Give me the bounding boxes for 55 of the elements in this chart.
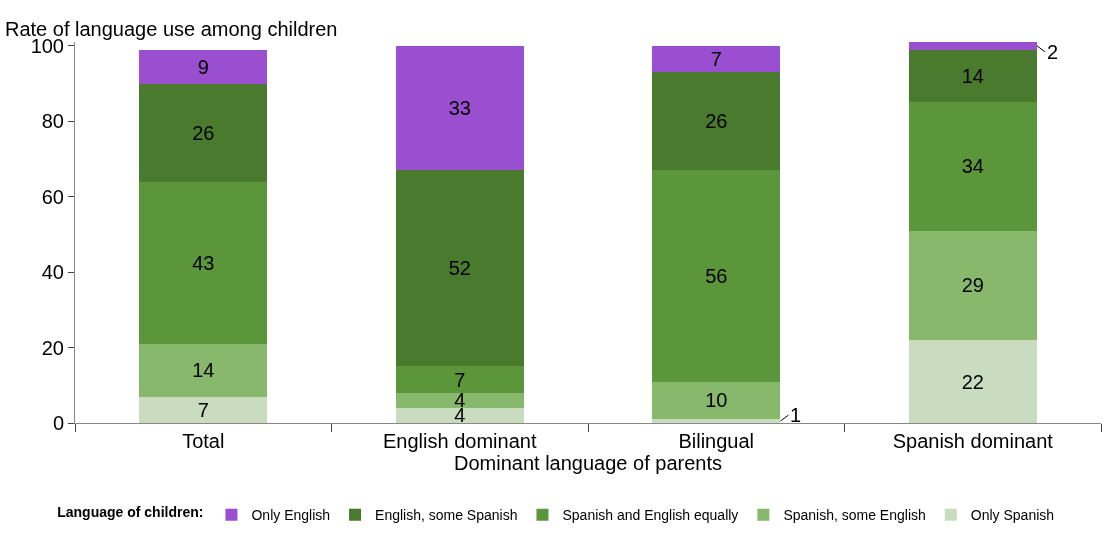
bar [395, 45, 524, 171]
y-axis-title: Rate of language use among children [5, 18, 338, 40]
data-label: 14 [192, 359, 215, 382]
bar [395, 366, 524, 393]
bar [652, 419, 781, 423]
bar [908, 340, 1037, 423]
y-tick-label: 60 [41, 185, 64, 208]
data-label: 26 [705, 110, 728, 133]
data-label: 7 [197, 398, 209, 421]
legend-title: Language of children: [57, 504, 204, 521]
x-tick-label: Total [182, 430, 225, 452]
legend-label: Spanish and English equally [562, 507, 739, 524]
legend-label: Only English [251, 507, 331, 524]
bar [908, 49, 1037, 103]
bar [652, 45, 781, 73]
x-tick-label: English dominant [383, 430, 537, 452]
bar [908, 102, 1037, 231]
data-label: 2 [1047, 41, 1059, 63]
y-tick-label: 0 [52, 412, 64, 434]
x-tick-label: Bilingual [678, 430, 755, 452]
data-label: 34 [961, 155, 984, 178]
bar [139, 49, 268, 84]
bar [652, 381, 781, 420]
bar [139, 83, 268, 182]
data-label: 33 [448, 97, 471, 120]
bar [908, 42, 1037, 50]
data-label: 7 [710, 47, 722, 70]
data-label: 56 [705, 264, 728, 287]
data-label: 26 [192, 121, 215, 144]
bar [139, 396, 268, 423]
x-tick-label: Spanish dominant [892, 430, 1054, 452]
bar [139, 343, 268, 397]
bar [395, 170, 524, 367]
bar [395, 407, 524, 423]
bar [652, 72, 781, 171]
y-tick-label: 40 [41, 261, 64, 284]
y-tick-label: 80 [41, 110, 64, 133]
y-tick-label: 20 [41, 336, 64, 359]
bar [908, 230, 1037, 341]
data-label: 52 [448, 257, 471, 280]
data-label: 10 [705, 389, 728, 412]
data-label: 29 [961, 274, 984, 297]
bar [652, 170, 781, 382]
legend-label: Only Spanish [970, 507, 1055, 524]
legend-label: English, some Spanish [375, 507, 518, 524]
legend-label: Spanish, some English [783, 507, 926, 524]
data-label: 1 [790, 404, 802, 426]
data-label: 14 [961, 64, 984, 87]
bar [395, 392, 524, 408]
data-label: 9 [197, 55, 209, 78]
bar [139, 181, 268, 344]
data-label: 43 [192, 251, 215, 274]
x-axis-title: Dominant language of parents [454, 452, 722, 474]
data-label: 22 [961, 370, 984, 393]
data-label: 7 [454, 368, 466, 391]
